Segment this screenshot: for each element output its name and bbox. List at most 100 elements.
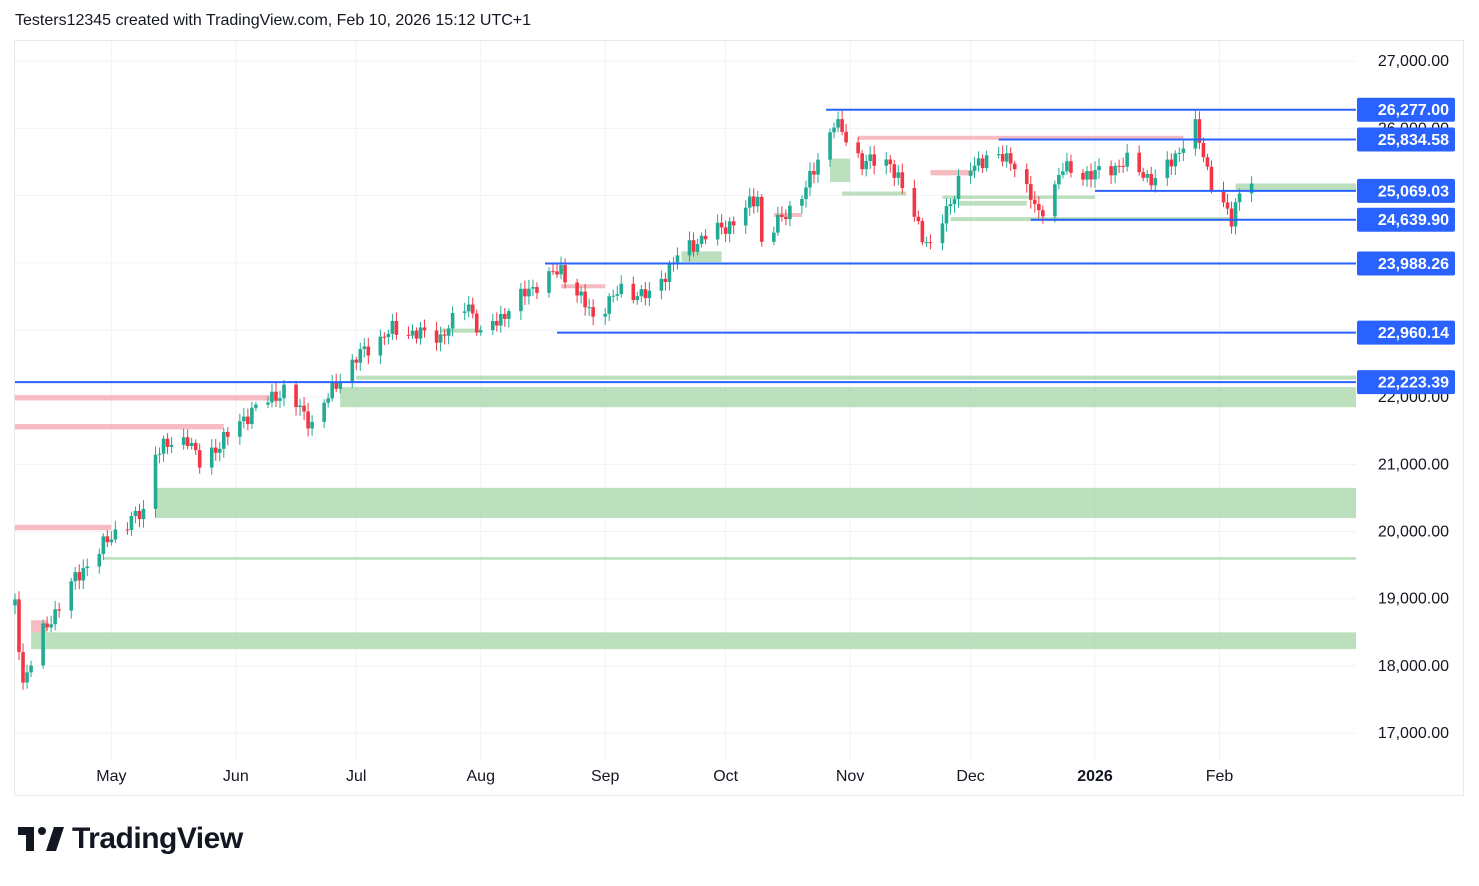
supply-zone [15,424,224,430]
candle-body [1093,170,1097,180]
candle-down [631,276,636,304]
time-tick-label: Oct [713,768,738,785]
candle-body [185,437,190,447]
candle-body [490,321,495,331]
candle-body [691,240,696,252]
demand-zone [681,251,722,263]
demand-zone [842,191,907,196]
candle-body [928,242,933,244]
candle-body [1209,166,1214,191]
candle-down [860,150,864,176]
candle-up [808,162,812,197]
time-tick-label: Feb [1206,768,1234,785]
candle-body [69,581,74,611]
time-tick-label: Sep [591,768,620,785]
candle-body [1197,119,1202,143]
candle-body [85,566,90,569]
candle-body [1205,157,1210,167]
candle-body [165,438,170,447]
level-label: 23,988.26 [1357,251,1455,276]
candle-up [386,329,391,345]
tradingview-logo[interactable]: TradingView [18,822,243,856]
candle-body [49,624,53,628]
time-tick-label: Jul [346,768,366,785]
demand-zone [942,195,1096,199]
candle-up [940,214,945,251]
candle-body [1173,153,1178,167]
candle-up [29,660,33,678]
candle-down [470,297,475,319]
candle-body [840,119,844,132]
candle-down [494,312,499,332]
candle-body [302,405,306,412]
candle-body [832,127,836,133]
candle-down [125,522,130,535]
candle-body [972,165,977,171]
candle-up [868,146,872,169]
candle-up [587,298,591,316]
candle-body [1201,142,1206,158]
candle-up [238,413,242,445]
candle-body [1000,154,1005,162]
candle-body [193,442,198,451]
candle-body [41,623,45,666]
candle-body [968,170,973,176]
candle-up [956,169,961,208]
candle-body [137,510,142,520]
candle-up [635,291,640,305]
candle-body [836,119,840,128]
candle-body [1153,177,1158,186]
candle-body [751,196,756,207]
candle-body [1004,153,1009,162]
candle-body [635,296,640,301]
candle-body [334,382,338,389]
supply-zone [930,170,975,176]
supply-zone [561,284,606,289]
candle-body [390,320,395,334]
candle-down [575,278,579,303]
candle-down [784,209,788,226]
candle-up [278,390,282,409]
candle-up [832,122,836,139]
candle-up [310,415,314,436]
candle-down [414,327,419,344]
candle-down [1137,145,1141,176]
level-label: 26,277.00 [1357,97,1455,122]
candle-down [872,145,877,175]
time-tick-label: Jun [223,768,249,785]
chart-frame [14,40,1464,796]
candle-down [703,229,708,245]
candle-body [615,294,620,296]
level-label-bg [1357,320,1455,345]
price-tick-label: 27,000.00 [1378,53,1449,70]
candle-body [631,283,636,301]
candle-body [438,334,443,343]
candle-body [924,242,929,244]
candle-down [892,159,897,186]
candle-up [141,500,146,528]
time-tick-label: Nov [836,768,864,785]
candle-up [675,247,680,270]
candle-up [13,593,17,615]
candle-up [282,379,286,407]
candle-up [559,256,563,280]
candle-up [727,217,732,243]
candle-up [896,165,901,186]
candle-body [470,304,475,314]
candle-up [687,231,692,262]
candle-down [197,443,202,474]
candle-body [591,307,595,317]
candle-body [499,313,503,326]
candle-up [270,383,274,408]
candle-down [225,427,230,446]
candle-body [414,330,419,339]
candle-up [378,329,383,365]
candle-up [153,446,158,518]
candle-up [1165,151,1170,186]
candle-body [322,402,326,422]
candle-body [872,154,877,166]
candle-up [1173,150,1178,176]
candle-body [181,437,186,445]
time-tick-label: Aug [467,768,495,785]
